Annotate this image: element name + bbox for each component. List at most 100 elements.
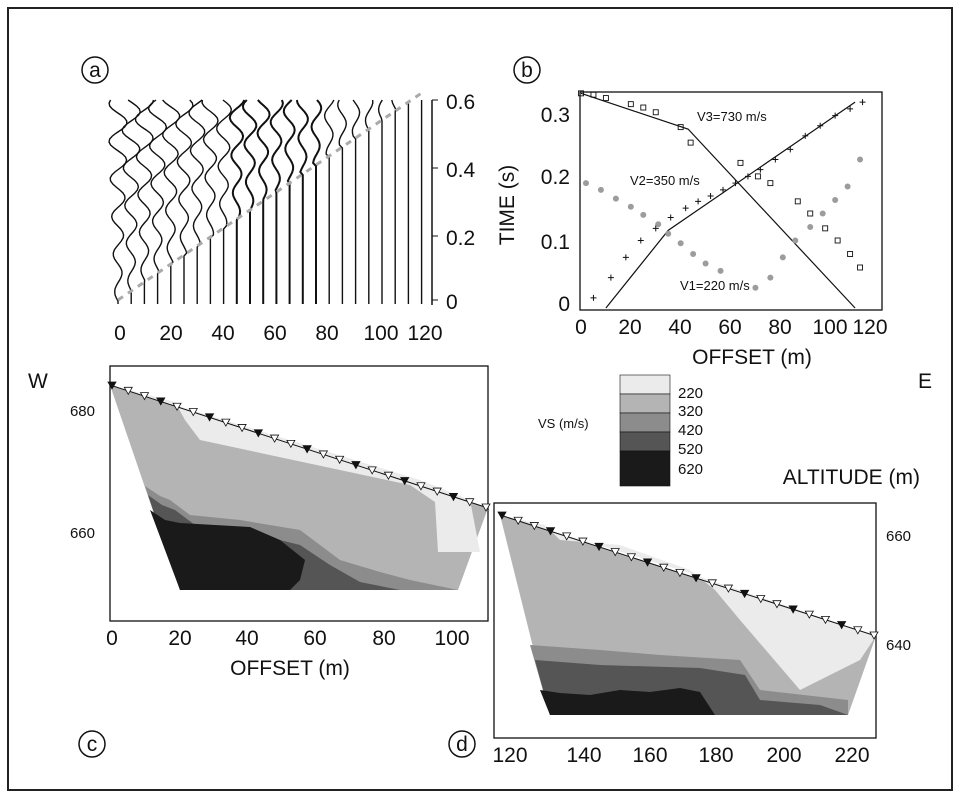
point-v3 [737, 159, 744, 166]
seismic-trace [391, 99, 397, 304]
a-y-tick: 0 [446, 291, 458, 314]
point-v2 [612, 195, 619, 202]
point-v1 [652, 225, 659, 232]
point-v2 [792, 237, 799, 244]
b-x-tick: 60 [718, 316, 741, 339]
seismic-trace [108, 99, 128, 304]
geophone-marker [383, 471, 394, 480]
fit-line-1 [605, 101, 856, 309]
point-v3 [754, 173, 761, 180]
point-v3 [834, 237, 841, 244]
d-topography [499, 514, 877, 637]
geophone-marker [481, 503, 491, 512]
seismic-traces [108, 91, 423, 304]
b-y-tick: 0.1 [541, 231, 570, 254]
panel-c-badge [78, 730, 106, 758]
point-v3 [847, 251, 854, 257]
point-v2 [844, 183, 851, 190]
a-x-tick: 0 [114, 322, 126, 345]
point-v3 [767, 180, 774, 187]
c-geophones [107, 381, 491, 512]
point-v3 [652, 109, 659, 116]
point-v2 [597, 186, 604, 193]
b-x-tick: 120 [852, 316, 887, 339]
d-y-tick: 660 [886, 528, 911, 545]
seismic-trace [188, 99, 206, 304]
geophone-marker [707, 579, 717, 588]
seismic-trace [323, 99, 335, 304]
point-v1 [667, 214, 674, 221]
geophone-marker [367, 466, 377, 475]
geophone-marker [691, 574, 701, 583]
legend-label: 520 [678, 441, 703, 458]
seismic-trace [201, 99, 219, 304]
seismic-trace [377, 99, 383, 304]
panel-b-badge [513, 56, 541, 84]
c-x-tick: 100 [434, 627, 469, 650]
point-v3 [822, 225, 829, 232]
panel-b-label: b [521, 59, 533, 82]
geophone-marker [334, 455, 345, 465]
b-x-tick: 80 [768, 316, 791, 339]
b-y-tick: 0 [558, 293, 570, 316]
point-v2 [857, 156, 864, 163]
point-v1 [744, 173, 751, 180]
geophone-marker [594, 542, 604, 552]
point-v2 [677, 240, 684, 247]
b-x-tick: 40 [668, 316, 691, 339]
point-v3 [794, 198, 801, 205]
d-x-tick: 160 [632, 744, 667, 767]
point-v3 [590, 91, 597, 98]
seismic-trace [337, 99, 348, 304]
legend-label: 220 [678, 385, 703, 402]
point-v1 [847, 105, 854, 112]
point-v1 [832, 112, 839, 119]
panel-a-label: a [89, 59, 101, 82]
outer-frame [7, 7, 953, 791]
geophone-marker [188, 408, 198, 417]
c-y-tick: 660 [70, 525, 95, 542]
seismic-trace [282, 99, 296, 304]
geophone-marker [123, 386, 133, 396]
geophone-marker [448, 492, 459, 502]
seismic-trace [216, 99, 233, 304]
c-x-tick: 60 [303, 627, 326, 650]
point-v1 [802, 132, 809, 139]
panel-a-badge [81, 56, 109, 84]
c-layer-620 [150, 510, 305, 590]
geophone-marker [723, 584, 734, 593]
point-v2 [655, 221, 662, 228]
point-v1 [682, 205, 689, 212]
legend-swatch-320 [619, 393, 671, 414]
point-v2 [665, 230, 672, 237]
geophone-marker [400, 477, 410, 486]
panel-c-label: c [87, 733, 98, 756]
geophone-marker [513, 516, 523, 526]
a-x-tick: 100 [363, 322, 398, 345]
geophone-marker [610, 548, 620, 557]
seismic-trace [175, 99, 194, 304]
point-v3 [687, 139, 694, 146]
panel-b: b TIME (s) OFFSET (m) 0 0.1 0.2 0.3 0 20… [496, 56, 888, 369]
panel-d-badge [448, 730, 476, 758]
point-v2 [627, 203, 634, 210]
geophone-marker [204, 413, 215, 422]
panel-b-ylabel: TIME (s) [496, 165, 519, 245]
panel-b-xlabel: OFFSET (m) [692, 346, 812, 369]
geophone-marker [172, 402, 182, 412]
altitude-label: ALTITUDE (m) [783, 466, 920, 489]
geophone-marker [139, 392, 150, 401]
point-v1 [772, 156, 779, 163]
point-v2 [640, 211, 647, 218]
point-v1 [732, 180, 739, 187]
geophone-marker [221, 418, 231, 427]
fit-line-0 [580, 92, 856, 309]
a-y-tick: 0.6 [446, 91, 475, 114]
panel-b-frame [579, 91, 883, 311]
geophone-marker [869, 631, 879, 640]
seismic-trace [364, 99, 374, 304]
a-x-tick: 60 [263, 322, 286, 345]
seismic-trace [121, 99, 141, 304]
geophone-marker [253, 429, 264, 438]
